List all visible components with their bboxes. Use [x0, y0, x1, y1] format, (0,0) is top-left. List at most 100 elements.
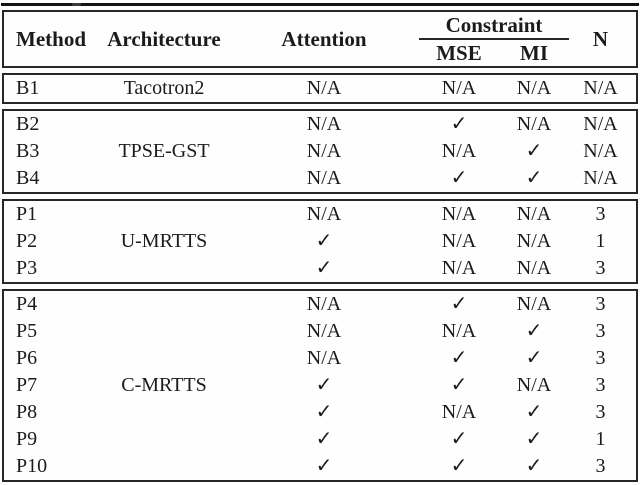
mse-cell: ✓: [450, 113, 468, 135]
method-cell: B2: [16, 113, 40, 135]
architecture-cell: U-MRTTS: [120, 230, 208, 252]
block-table: P1 U-MRTTS N/A N/A N/A 3 P2 ✓ N/A N/A 1 P3 ✓ N/A N/A 3: [4, 201, 632, 282]
n-cell: N/A: [583, 113, 618, 135]
mi-cell: ✓: [525, 320, 543, 342]
attention-cell: ✓: [315, 374, 333, 396]
attention-cell: ✓: [315, 428, 333, 450]
header-table: Method Architecture Attention Constraint…: [4, 12, 632, 66]
mi-cell: ✓: [525, 140, 543, 162]
table-header: Method Architecture Attention Constraint…: [2, 10, 638, 68]
table-block: B1 Tacotron2 N/A N/A N/A N/A: [2, 73, 638, 104]
header-row-sub: MSE MI: [4, 39, 632, 66]
mi-cell: ✓: [525, 167, 543, 189]
attention-cell: ✓: [315, 455, 333, 477]
block-table: B2 TPSE-GST N/A ✓ N/A N/A B3 N/A N/A ✓ N/A B4 N/A ✓ ✓ N…: [4, 111, 632, 192]
column-header-mse: MSE: [436, 41, 482, 65]
mse-cell: N/A: [441, 320, 477, 342]
table-row: P2 ✓ N/A N/A 1: [4, 228, 632, 255]
n-cell: 3: [595, 320, 606, 342]
mi-cell: ✓: [525, 401, 543, 423]
table-row: P7 ✓ ✓ N/A 3: [4, 372, 632, 399]
mi-cell: ✓: [525, 347, 543, 369]
architecture-cell: Tacotron2: [123, 77, 205, 99]
table-row: P8 ✓ N/A ✓ 3: [4, 399, 632, 426]
mi-cell: N/A: [516, 374, 552, 396]
method-cell: P10: [16, 455, 48, 477]
attention-cell: N/A: [306, 140, 342, 162]
mi-cell: N/A: [516, 230, 552, 252]
n-cell: 1: [595, 230, 606, 252]
mse-cell: N/A: [441, 77, 477, 99]
attention-cell: ✓: [315, 257, 333, 279]
method-cell: P2: [16, 230, 38, 252]
method-cell: B4: [16, 167, 40, 189]
mse-cell: ✓: [450, 167, 468, 189]
table-row: P6 N/A ✓ ✓ 3: [4, 345, 632, 372]
table-block: B2 TPSE-GST N/A ✓ N/A N/A B3 N/A N/A ✓ N/A B4 N/A ✓ ✓ N…: [2, 109, 638, 194]
column-header-n: N: [592, 27, 609, 51]
mi-cell: ✓: [525, 455, 543, 477]
table-row: P10 ✓ ✓ ✓ 3: [4, 453, 632, 480]
column-header-mi: MI: [520, 41, 548, 65]
attention-cell: N/A: [306, 77, 342, 99]
table-row: B2 TPSE-GST N/A ✓ N/A N/A: [4, 111, 632, 162]
mse-cell: ✓: [450, 347, 468, 369]
method-cell: P5: [16, 320, 38, 342]
table-row: P5 N/A N/A ✓ 3: [4, 318, 632, 345]
n-cell: 3: [595, 401, 606, 423]
mse-cell: N/A: [441, 203, 477, 225]
column-header-attention: Attention: [281, 27, 367, 51]
method-cell: P4: [16, 293, 38, 315]
n-cell: 3: [595, 257, 606, 279]
table-block: P1 U-MRTTS N/A N/A N/A 3 P2 ✓ N/A N/A 1 P3 ✓ N/A N/A 3: [2, 199, 638, 284]
mi-cell: N/A: [516, 203, 552, 225]
method-cell: B1: [16, 77, 40, 99]
mse-cell: ✓: [450, 293, 468, 315]
column-header-method: Method: [16, 27, 86, 51]
block-table: B1 Tacotron2 N/A N/A N/A N/A: [4, 75, 632, 102]
mse-cell: ✓: [450, 455, 468, 477]
mse-cell: ✓: [450, 428, 468, 450]
table-row: P1 U-MRTTS N/A N/A N/A 3: [4, 201, 632, 252]
attention-cell: N/A: [306, 113, 342, 135]
table-body-blocks: B1 Tacotron2 N/A N/A N/A N/A B2 TPSE-GST N/A ✓ N/…: [0, 73, 640, 482]
architecture-cell: TPSE-GST: [118, 140, 210, 162]
table-block: P4 C-MRTTS N/A ✓ N/A 3 P5 N/A N/A ✓ 3 P6 N/A ✓ ✓ 3 P7 ✓ ✓ N…: [2, 289, 638, 482]
architecture-cell: C-MRTTS: [121, 374, 207, 396]
method-cell: P3: [16, 257, 38, 279]
attention-cell: N/A: [306, 167, 342, 189]
table-row: P9 ✓ ✓ ✓ 1: [4, 426, 632, 453]
caption-artifact: [72, 3, 81, 6]
mi-cell: N/A: [516, 257, 552, 279]
n-cell: 3: [595, 347, 606, 369]
method-cell: P6: [16, 347, 38, 369]
mse-cell: N/A: [441, 257, 477, 279]
header-row-top: Method Architecture Attention Constraint…: [4, 12, 632, 51]
n-cell: 1: [595, 428, 606, 450]
table-row: B4 N/A ✓ ✓ N/A: [4, 165, 632, 192]
n-cell: N/A: [583, 140, 618, 162]
table-row: B3 N/A N/A ✓ N/A: [4, 138, 632, 165]
column-header-architecture: Architecture: [107, 27, 221, 51]
table-row: B1 Tacotron2 N/A N/A N/A N/A: [4, 75, 632, 102]
n-cell: 3: [595, 374, 606, 396]
method-cell: P7: [16, 374, 38, 396]
n-cell: 3: [595, 455, 606, 477]
column-header-constraint: Constraint: [419, 12, 569, 40]
table-top-rule: [1, 3, 639, 6]
method-cell: P9: [16, 428, 38, 450]
mi-cell: N/A: [516, 113, 552, 135]
n-cell: 3: [595, 203, 606, 225]
n-cell: N/A: [583, 167, 618, 189]
mse-cell: ✓: [450, 374, 468, 396]
attention-cell: N/A: [306, 293, 342, 315]
attention-cell: N/A: [306, 203, 342, 225]
attention-cell: N/A: [306, 320, 342, 342]
method-cell: P1: [16, 203, 38, 225]
n-cell: N/A: [583, 77, 618, 99]
method-cell: P8: [16, 401, 38, 423]
block-table: P4 C-MRTTS N/A ✓ N/A 3 P5 N/A N/A ✓ 3 P6 N/A ✓ ✓ 3 P7 ✓ ✓ N…: [4, 291, 632, 480]
mi-cell: ✓: [525, 428, 543, 450]
mse-cell: N/A: [441, 230, 477, 252]
table-row: P4 C-MRTTS N/A ✓ N/A 3: [4, 291, 632, 396]
